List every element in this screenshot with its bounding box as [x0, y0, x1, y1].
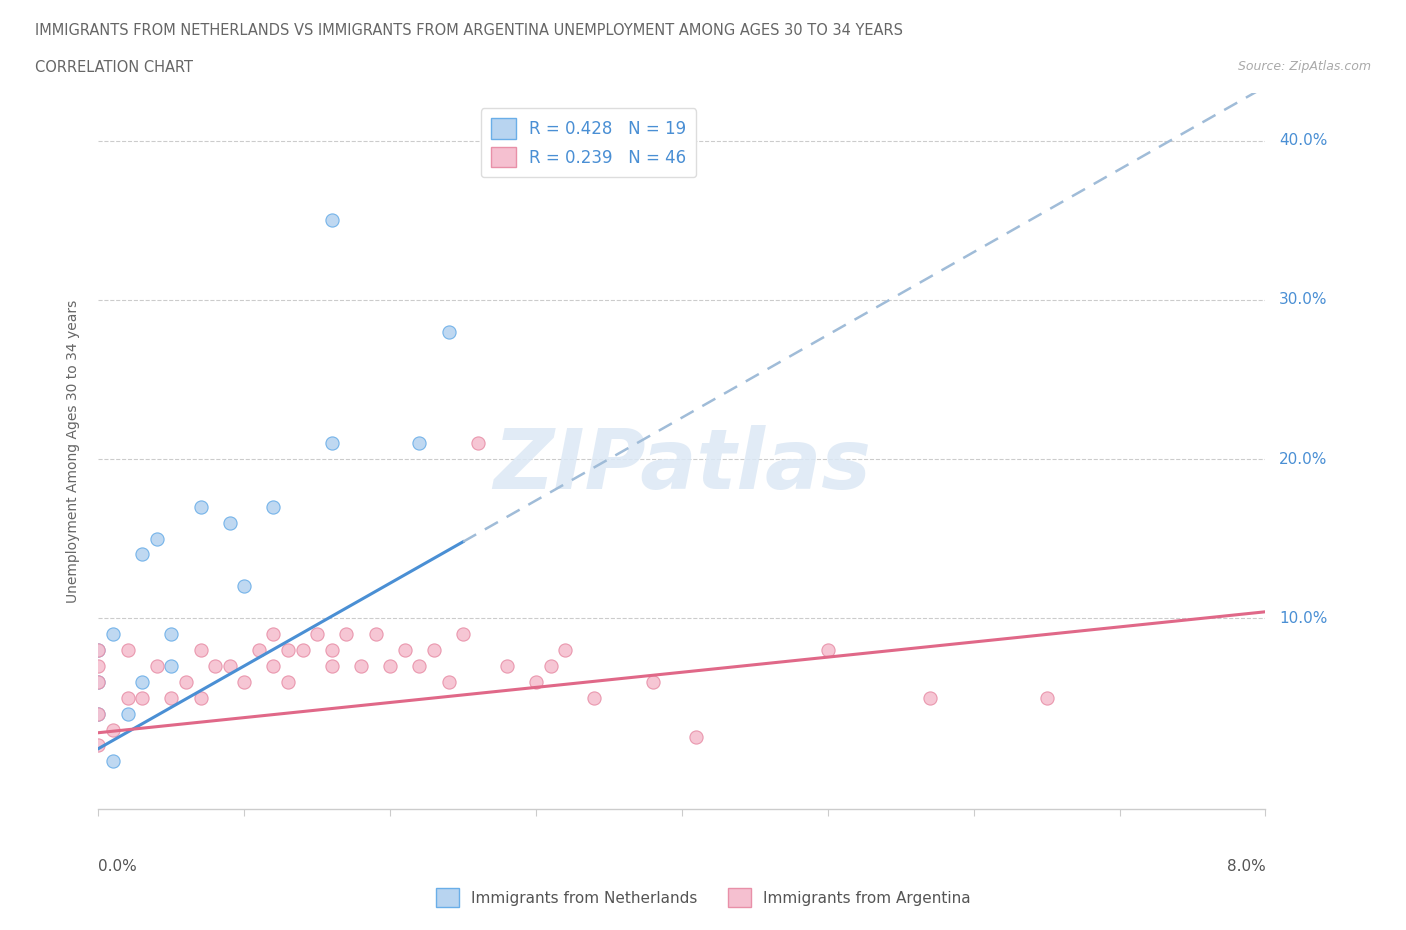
Point: [117, 643, 139, 658]
Text: 40.0%: 40.0%: [1279, 133, 1327, 148]
Point: [87, 738, 110, 753]
Point: [101, 627, 124, 642]
Text: Source: ZipAtlas.com: Source: ZipAtlas.com: [1237, 60, 1371, 73]
Point: [496, 658, 519, 673]
Point: [408, 435, 430, 450]
Point: [101, 722, 124, 737]
Point: [321, 658, 343, 673]
Point: [641, 674, 664, 689]
Point: [524, 674, 547, 689]
Point: [685, 730, 707, 745]
Text: ZIPatlas: ZIPatlas: [494, 425, 870, 506]
Point: [437, 674, 460, 689]
Point: [247, 643, 270, 658]
Point: [233, 674, 256, 689]
Point: [87, 674, 110, 689]
Point: [277, 674, 299, 689]
Point: [131, 547, 153, 562]
Text: CORRELATION CHART: CORRELATION CHART: [35, 60, 193, 75]
Point: [394, 643, 416, 658]
Point: [262, 499, 284, 514]
Text: 20.0%: 20.0%: [1279, 451, 1327, 467]
Point: [817, 643, 839, 658]
Point: [87, 674, 110, 689]
Point: [540, 658, 562, 673]
Point: [321, 643, 343, 658]
Point: [262, 658, 284, 673]
Point: [160, 627, 183, 642]
Point: [467, 435, 489, 450]
Point: [378, 658, 402, 673]
Point: [190, 690, 212, 705]
Point: [131, 690, 153, 705]
Point: [408, 658, 430, 673]
Point: [87, 706, 110, 721]
Point: [423, 643, 446, 658]
Point: [218, 658, 240, 673]
Point: [174, 674, 197, 689]
Point: [918, 690, 941, 705]
Point: [554, 643, 576, 658]
Text: 10.0%: 10.0%: [1279, 611, 1327, 626]
Point: [146, 658, 169, 673]
Point: [101, 754, 124, 769]
Point: [350, 658, 373, 673]
Point: [321, 213, 343, 228]
Text: 30.0%: 30.0%: [1279, 292, 1327, 308]
Point: [218, 515, 240, 530]
Point: [117, 690, 139, 705]
Point: [451, 627, 474, 642]
Legend: Immigrants from Netherlands, Immigrants from Argentina: Immigrants from Netherlands, Immigrants …: [429, 883, 977, 913]
Point: [190, 643, 212, 658]
Point: [160, 658, 183, 673]
Point: [233, 578, 256, 593]
Point: [160, 690, 183, 705]
Point: [291, 643, 314, 658]
Point: [307, 627, 329, 642]
Point: [335, 627, 357, 642]
Point: [87, 643, 110, 658]
Text: IMMIGRANTS FROM NETHERLANDS VS IMMIGRANTS FROM ARGENTINA UNEMPLOYMENT AMONG AGES: IMMIGRANTS FROM NETHERLANDS VS IMMIGRANT…: [35, 23, 903, 38]
Point: [146, 531, 169, 546]
Legend: R = 0.428   N = 19, R = 0.239   N = 46: R = 0.428 N = 19, R = 0.239 N = 46: [481, 109, 696, 178]
Point: [190, 499, 212, 514]
Point: [87, 643, 110, 658]
Y-axis label: Unemployment Among Ages 30 to 34 years: Unemployment Among Ages 30 to 34 years: [66, 299, 80, 603]
Point: [321, 435, 343, 450]
Text: 0.0%: 0.0%: [98, 859, 138, 874]
Point: [131, 674, 153, 689]
Point: [1035, 690, 1057, 705]
Point: [437, 325, 460, 339]
Point: [87, 706, 110, 721]
Point: [87, 658, 110, 673]
Point: [364, 627, 387, 642]
Point: [277, 643, 299, 658]
Text: 8.0%: 8.0%: [1226, 859, 1265, 874]
Point: [583, 690, 606, 705]
Point: [204, 658, 226, 673]
Point: [262, 627, 284, 642]
Point: [117, 706, 139, 721]
